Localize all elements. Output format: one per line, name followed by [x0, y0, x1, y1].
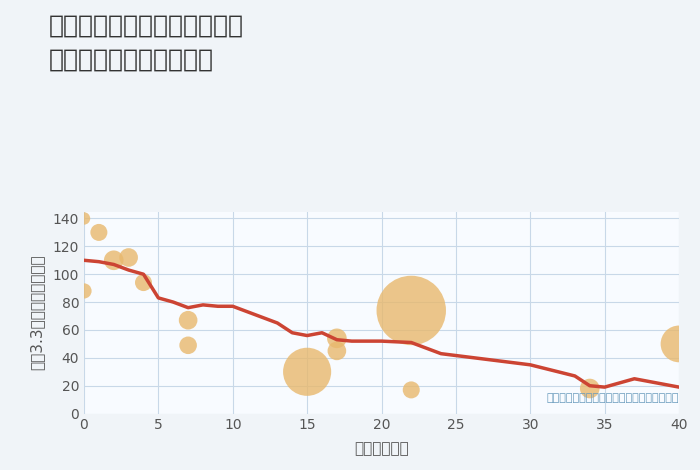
Text: 円の大きさは、取引のあった物件面積を示す: 円の大きさは、取引のあった物件面積を示す	[547, 393, 679, 403]
Point	[302, 368, 313, 376]
Point	[331, 347, 342, 355]
Point	[584, 385, 595, 392]
Point	[78, 215, 90, 222]
Point	[406, 386, 417, 394]
Text: 兵庫県姫路市広畑区小松町の
築年数別中古戸建て価格: 兵庫県姫路市広畑区小松町の 築年数別中古戸建て価格	[49, 14, 244, 71]
Point	[93, 228, 104, 236]
Point	[123, 254, 134, 261]
X-axis label: 築年数（年）: 築年数（年）	[354, 441, 409, 456]
Point	[78, 287, 90, 295]
Y-axis label: 坪（3.3㎡）単価（万円）: 坪（3.3㎡）単価（万円）	[29, 255, 44, 370]
Point	[673, 340, 685, 348]
Point	[331, 335, 342, 342]
Point	[406, 307, 417, 314]
Point	[138, 279, 149, 286]
Point	[108, 257, 119, 264]
Point	[183, 342, 194, 349]
Point	[183, 316, 194, 324]
